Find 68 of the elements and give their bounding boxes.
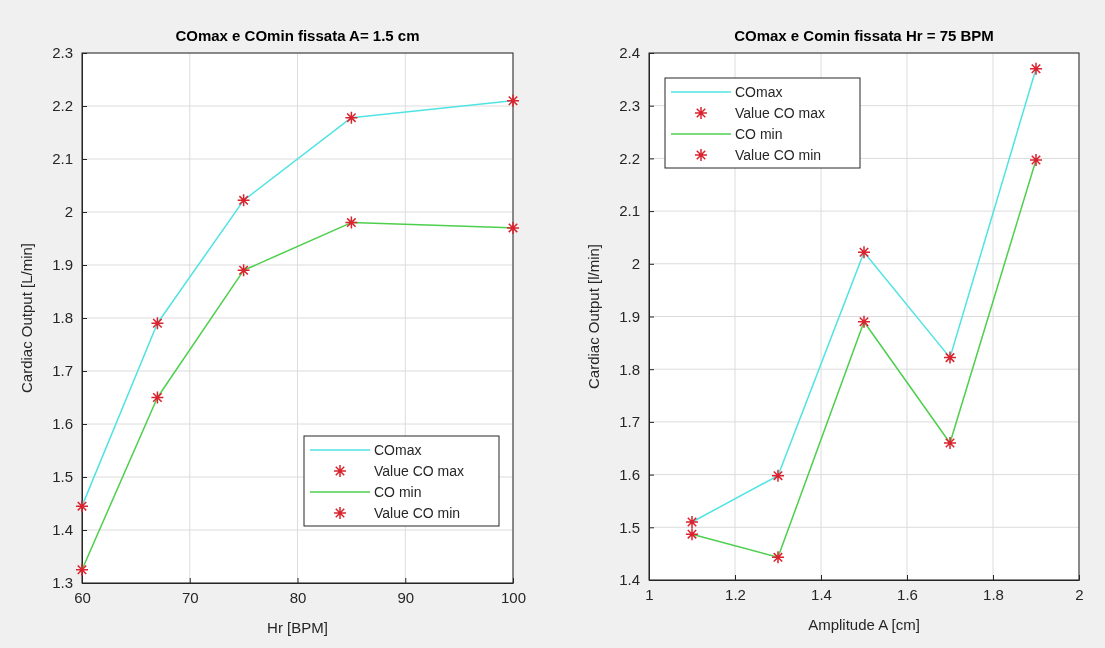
y-tick-label: 1.3 — [52, 574, 73, 592]
x-tick-label: 1.6 — [897, 585, 918, 603]
chart-title: COmax e COmin fissata A= 1.5 cm — [175, 27, 420, 44]
y-axis-title: Cardiac Output [L/min] — [18, 242, 35, 394]
point — [344, 110, 359, 125]
x-axis-title: Amplitude A [cm] — [808, 616, 920, 633]
y-axis-title: Cardiac Output [l/min] — [585, 243, 602, 390]
x-axis-title: Hr [BPM] — [267, 619, 328, 636]
x-tick-label: 1.4 — [811, 585, 832, 603]
legend-label: Value CO min — [374, 505, 461, 521]
y-tick-label: 1.4 — [619, 571, 640, 589]
point — [506, 221, 520, 235]
y-tick-label: 2.2 — [619, 149, 640, 167]
x-tick-label: 1.2 — [725, 585, 746, 603]
y-tick-label: 1.8 — [52, 309, 73, 327]
point — [685, 527, 699, 541]
y-tick-label: 1.5 — [52, 468, 73, 486]
x-tick-label: 2 — [1075, 585, 1084, 603]
legend-label: COmax — [735, 84, 783, 100]
x-tick-label: 80 — [289, 588, 307, 606]
line-series — [81, 99, 514, 507]
x-tick-label: 100 — [500, 588, 527, 606]
point — [943, 436, 957, 450]
point — [685, 515, 699, 529]
point — [75, 563, 89, 577]
x-tick-label: 60 — [74, 588, 91, 606]
y-tick-label: 2.2 — [52, 97, 73, 115]
point — [857, 315, 871, 329]
point — [344, 215, 359, 230]
x-tick-label: 70 — [181, 588, 199, 606]
y-tick-label: 2.1 — [52, 150, 73, 168]
point — [150, 390, 165, 405]
point — [75, 499, 89, 513]
point — [1029, 153, 1043, 167]
x-tick-label: 1.8 — [983, 585, 1004, 603]
y-tick-label: 2.3 — [52, 44, 73, 62]
y-tick-label: 1.7 — [619, 413, 640, 431]
y-tick-label: 2.4 — [619, 44, 640, 62]
x-tick-label: 90 — [397, 588, 415, 606]
chart-title: COmax e Comin fissata Hr = 75 BPM — [734, 27, 994, 44]
y-tick-label: 2 — [64, 203, 73, 221]
legend-label: CO min — [735, 126, 783, 142]
legend-label: Value CO max — [374, 463, 464, 479]
y-tick-label: 1.9 — [52, 256, 73, 274]
point — [236, 263, 251, 278]
legend-label: Value CO min — [735, 147, 822, 163]
point — [1029, 62, 1043, 76]
y-tick-label: 1.4 — [52, 521, 73, 539]
point — [150, 316, 165, 331]
x-tick-label: 1 — [645, 585, 654, 603]
legend-label: Value CO max — [735, 105, 825, 121]
y-tick-label: 2 — [631, 255, 640, 273]
y-tick-label: 1.5 — [619, 518, 640, 536]
point — [857, 245, 871, 259]
point — [771, 550, 785, 565]
point — [771, 468, 785, 483]
y-tick-label: 1.6 — [52, 415, 73, 433]
y-tick-label: 2.3 — [619, 97, 640, 114]
y-tick-label: 1.8 — [619, 360, 640, 378]
point — [506, 93, 520, 108]
y-tick-label: 2.1 — [619, 202, 640, 220]
y-tick-label: 1.9 — [619, 307, 640, 325]
legend-label: CO min — [374, 484, 422, 500]
legend-label: COmax — [374, 442, 422, 458]
point — [236, 193, 251, 208]
point — [943, 350, 957, 365]
y-tick-label: 1.7 — [52, 362, 73, 380]
y-tick-label: 1.6 — [619, 465, 640, 483]
